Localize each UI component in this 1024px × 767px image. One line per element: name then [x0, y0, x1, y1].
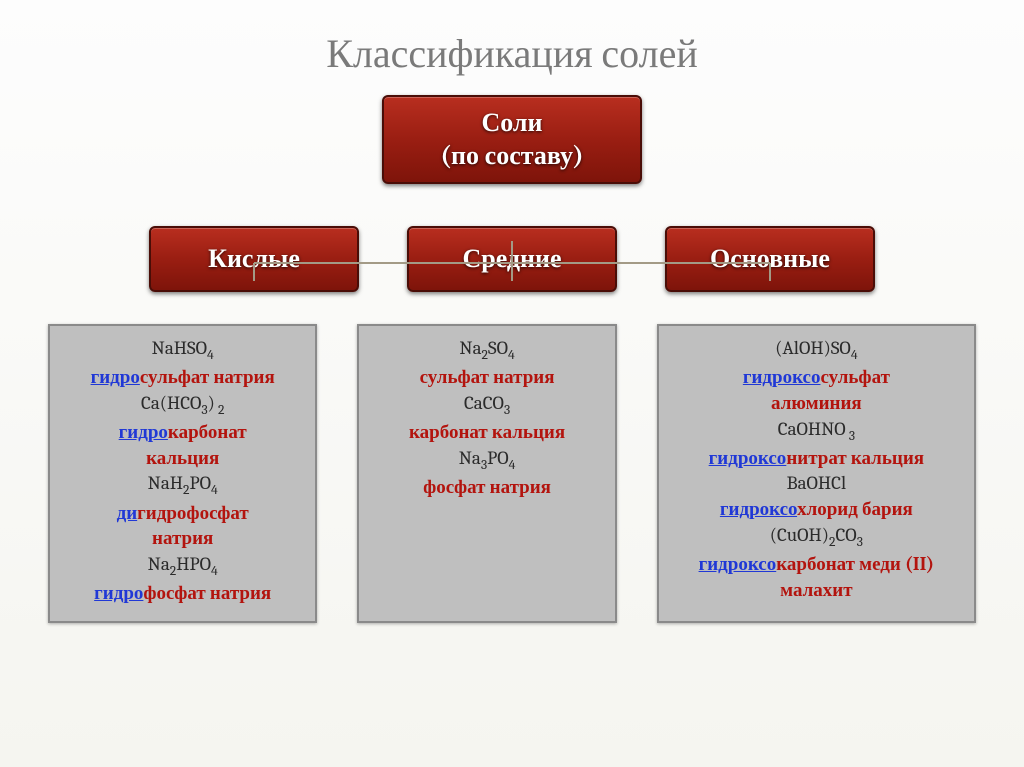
formula: (AlOH)SO4	[665, 336, 968, 365]
compound-name: сульфат натрия	[365, 365, 608, 391]
compound-name: гидроксокарбонат меди (II)	[665, 552, 968, 578]
compound-name: фосфат натрия	[365, 475, 608, 501]
compound-name: алюминия	[665, 391, 968, 417]
examples-medium: Na2SO4сульфат натрияCaCO3карбонат кальци…	[357, 324, 616, 623]
compound-name: гидроксонитрат кальция	[665, 446, 968, 472]
root-line1: Соли	[390, 107, 634, 140]
compound-name: гидроксохлорид бария	[665, 497, 968, 523]
branch-medium: Средние	[407, 226, 617, 292]
compound-name: карбонат кальция	[365, 420, 608, 446]
branch-basic: Основные	[665, 226, 875, 292]
formula: (CuOH)2CO3	[665, 523, 968, 552]
compound-name: гидрокарбонат	[56, 420, 309, 446]
compound-name: гидроксосульфат	[665, 365, 968, 391]
formula: NaHSO4	[56, 336, 309, 365]
branch-row: Кислые Средние Основные	[0, 226, 1024, 292]
compound-name: натрия	[56, 526, 309, 552]
page-title: Классификация солей	[0, 0, 1024, 95]
formula: CaOHNO 3	[665, 417, 968, 446]
branch-acidic: Кислые	[149, 226, 359, 292]
formula: Ca(HCO3) 2	[56, 391, 309, 420]
examples-row: NaHSO4гидросульфат натрияCa(HCO3) 2гидро…	[0, 324, 1024, 623]
compound-name: малахит	[665, 578, 968, 604]
compound-name: дигидрофосфат	[56, 501, 309, 527]
compound-name: гидросульфат натрия	[56, 365, 309, 391]
formula: Na2HPO4	[56, 552, 309, 581]
formula: Na3PO4	[365, 446, 608, 475]
formula: CaCO3	[365, 391, 608, 420]
branch-basic-label: Основные	[665, 226, 875, 292]
formula: Na2SO4	[365, 336, 608, 365]
branch-medium-label: Средние	[407, 226, 617, 292]
formula: NaH2PO4	[56, 471, 309, 500]
root-node: Соли (по составу)	[382, 95, 642, 184]
classification-tree: Соли (по составу) Кислые Средние Основны…	[0, 95, 1024, 623]
examples-acidic: NaHSO4гидросульфат натрияCa(HCO3) 2гидро…	[48, 324, 317, 623]
branch-acidic-label: Кислые	[149, 226, 359, 292]
examples-basic: (AlOH)SO4гидроксосульфаталюминияCaOHNO 3…	[657, 324, 976, 623]
compound-name: кальция	[56, 446, 309, 472]
compound-name: гидрофосфат натрия	[56, 581, 309, 607]
root-line2: (по составу)	[390, 140, 634, 173]
formula: BaOHCl	[665, 471, 968, 497]
